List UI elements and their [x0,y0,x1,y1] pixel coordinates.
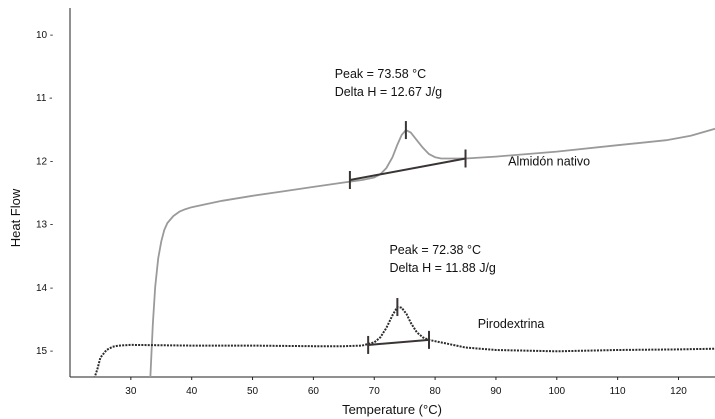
x-tick-label: 50 [247,386,259,397]
y-tick-label: 11 - [36,93,53,104]
y-tick-label: 15 - [36,346,53,357]
x-tick-label: 110 [610,386,626,397]
baselines [348,121,467,354]
ticks: 30 40 50 60 70 80 90 100 110 120 10 - 11 - 12 - 13 - 1… [36,30,687,397]
labels: Peak = 73.58 °C Delta H = 12.67 J/g Peak =… [335,67,590,331]
x-axis-title: Temperature (°C) [342,402,442,417]
y-tick-label: 12 - [36,156,53,167]
y-tick-label: 10 - [36,30,53,41]
peak-annotation-line: Peak = 72.38 °C [389,243,481,257]
peak-annotation-line: Delta H = 12.67 J/g [335,85,442,99]
x-tick-label: 90 [490,386,502,397]
baseline-almidon-nativo [349,157,466,181]
series-label-almidon-nativo: Almidón nativo [508,154,590,168]
x-tick-label: 80 [430,386,442,397]
y-tick-label: 14 - [36,283,53,294]
x-tick-label: 70 [369,386,381,397]
y-axis-title: Heat Flow [8,188,23,247]
x-tick-label: 120 [670,386,687,397]
x-tick-label: 100 [548,386,565,397]
baseline-pirodextrina [368,338,430,346]
series-label-pirodextrina: Pirodextrina [478,317,545,331]
y-tick-label: 13 - [36,220,53,231]
peak-annotation-line: Peak = 73.58 °C [335,67,427,81]
series-line-pirodextrina [93,306,715,377]
axes [69,8,715,378]
x-tick-label: 40 [186,386,198,397]
x-tick-label: 30 [125,386,137,397]
x-tick-label: 60 [308,386,320,397]
peak-annotation-line: Delta H = 11.88 J/g [389,261,495,275]
